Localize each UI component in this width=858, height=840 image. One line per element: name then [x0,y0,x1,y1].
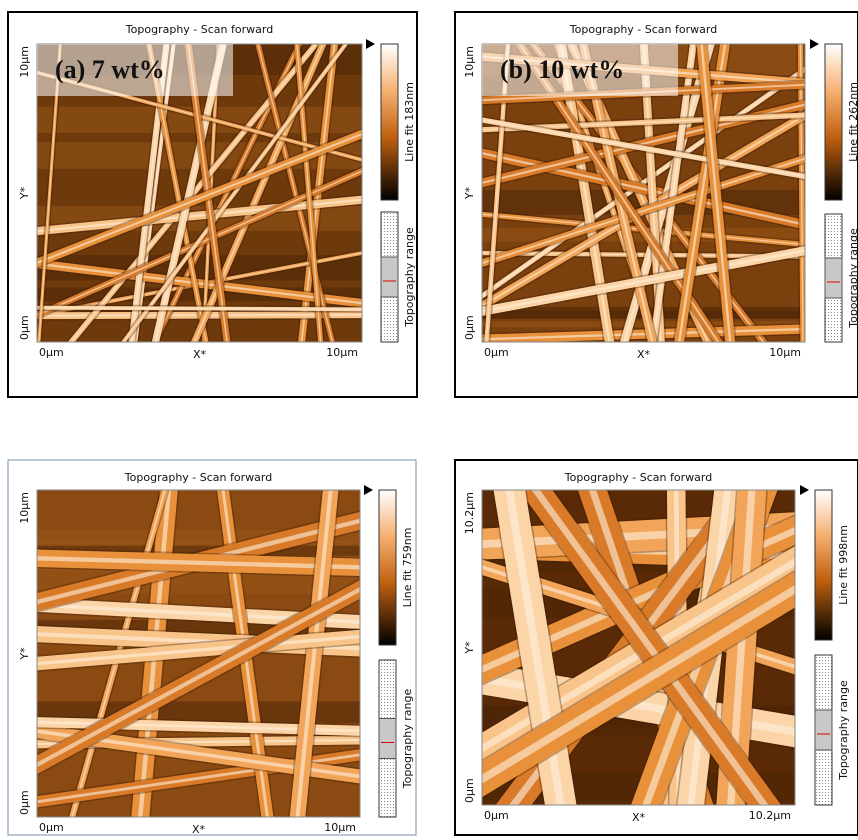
x-axis-label: 0µm [484,346,509,359]
topography-image [462,470,815,825]
x-axis-label: 10.2µm [749,809,791,822]
y-axis-label: 0µm [463,778,476,803]
x-axis-label: X* [192,823,206,836]
afm-panel: Topography - Scan forward (b) 10 wt% 10µm Y… [455,12,858,397]
range-label: Topography range [837,680,850,781]
y-axis-label: 10.2µm [463,492,476,534]
panel-title: Topography - Scan forward [124,471,272,484]
x-axis-label: 10µm [769,346,801,359]
panel-label: (a) 7 wt% [55,55,165,84]
colorbar-label: Line fit 998nm [837,525,850,605]
colorbar [815,490,832,640]
range-window [379,719,396,759]
afm-panel: Topography - Scan forward 10.2µm Y* 0µm 0µm X… [455,460,858,835]
colorbar [379,490,396,645]
colorbar-label: Line fit 759nm [401,528,414,608]
range-label: Topography range [847,228,858,329]
y-axis-label: 0µm [463,315,476,340]
y-axis-label: 10µm [18,46,31,78]
x-axis-label: 0µm [39,821,64,834]
range-window [381,257,398,297]
panel-title: Topography - Scan forward [125,23,273,36]
y-axis-label: 0µm [18,315,31,340]
afm-panel: Topography - Scan forward (a) 7 wt% 10µm Y*… [8,12,417,397]
x-axis-label: 0µm [39,346,64,359]
panel-label: (b) 10 wt% [500,55,624,84]
x-axis-label: X* [637,348,651,361]
panel-title: Topography - Scan forward [564,471,712,484]
panel-title: Topography - Scan forward [569,23,717,36]
y-axis-label: Y* [463,186,476,200]
range-label: Topography range [401,689,414,790]
y-axis-label: Y* [18,186,31,200]
x-axis-label: X* [193,348,207,361]
y-axis-label: 10µm [18,492,31,524]
x-axis-label: 10µm [326,346,358,359]
figure: Topography - Scan forward (a) 7 wt% 10µm Y*… [0,0,858,836]
colorbar [381,44,398,200]
y-axis-label: 0µm [18,790,31,815]
y-axis-label: 10µm [463,46,476,78]
colorbar-label: Line fit 262nm [847,82,858,162]
topography-image [17,470,380,836]
range-label: Topography range [403,227,416,328]
x-axis-label: 0µm [484,809,509,822]
afm-panel: Topography - Scan forward 10µm Y* 0µm 0µm X* 1… [8,460,416,836]
x-axis-label: 10µm [324,821,356,834]
colorbar [825,44,842,200]
range-window [825,258,842,298]
y-axis-label: Y* [463,641,476,655]
range-window [815,710,832,750]
x-axis-label: X* [632,811,646,824]
y-axis-label: Y* [18,647,31,661]
colorbar-label: Line fit 183nm [403,82,416,162]
